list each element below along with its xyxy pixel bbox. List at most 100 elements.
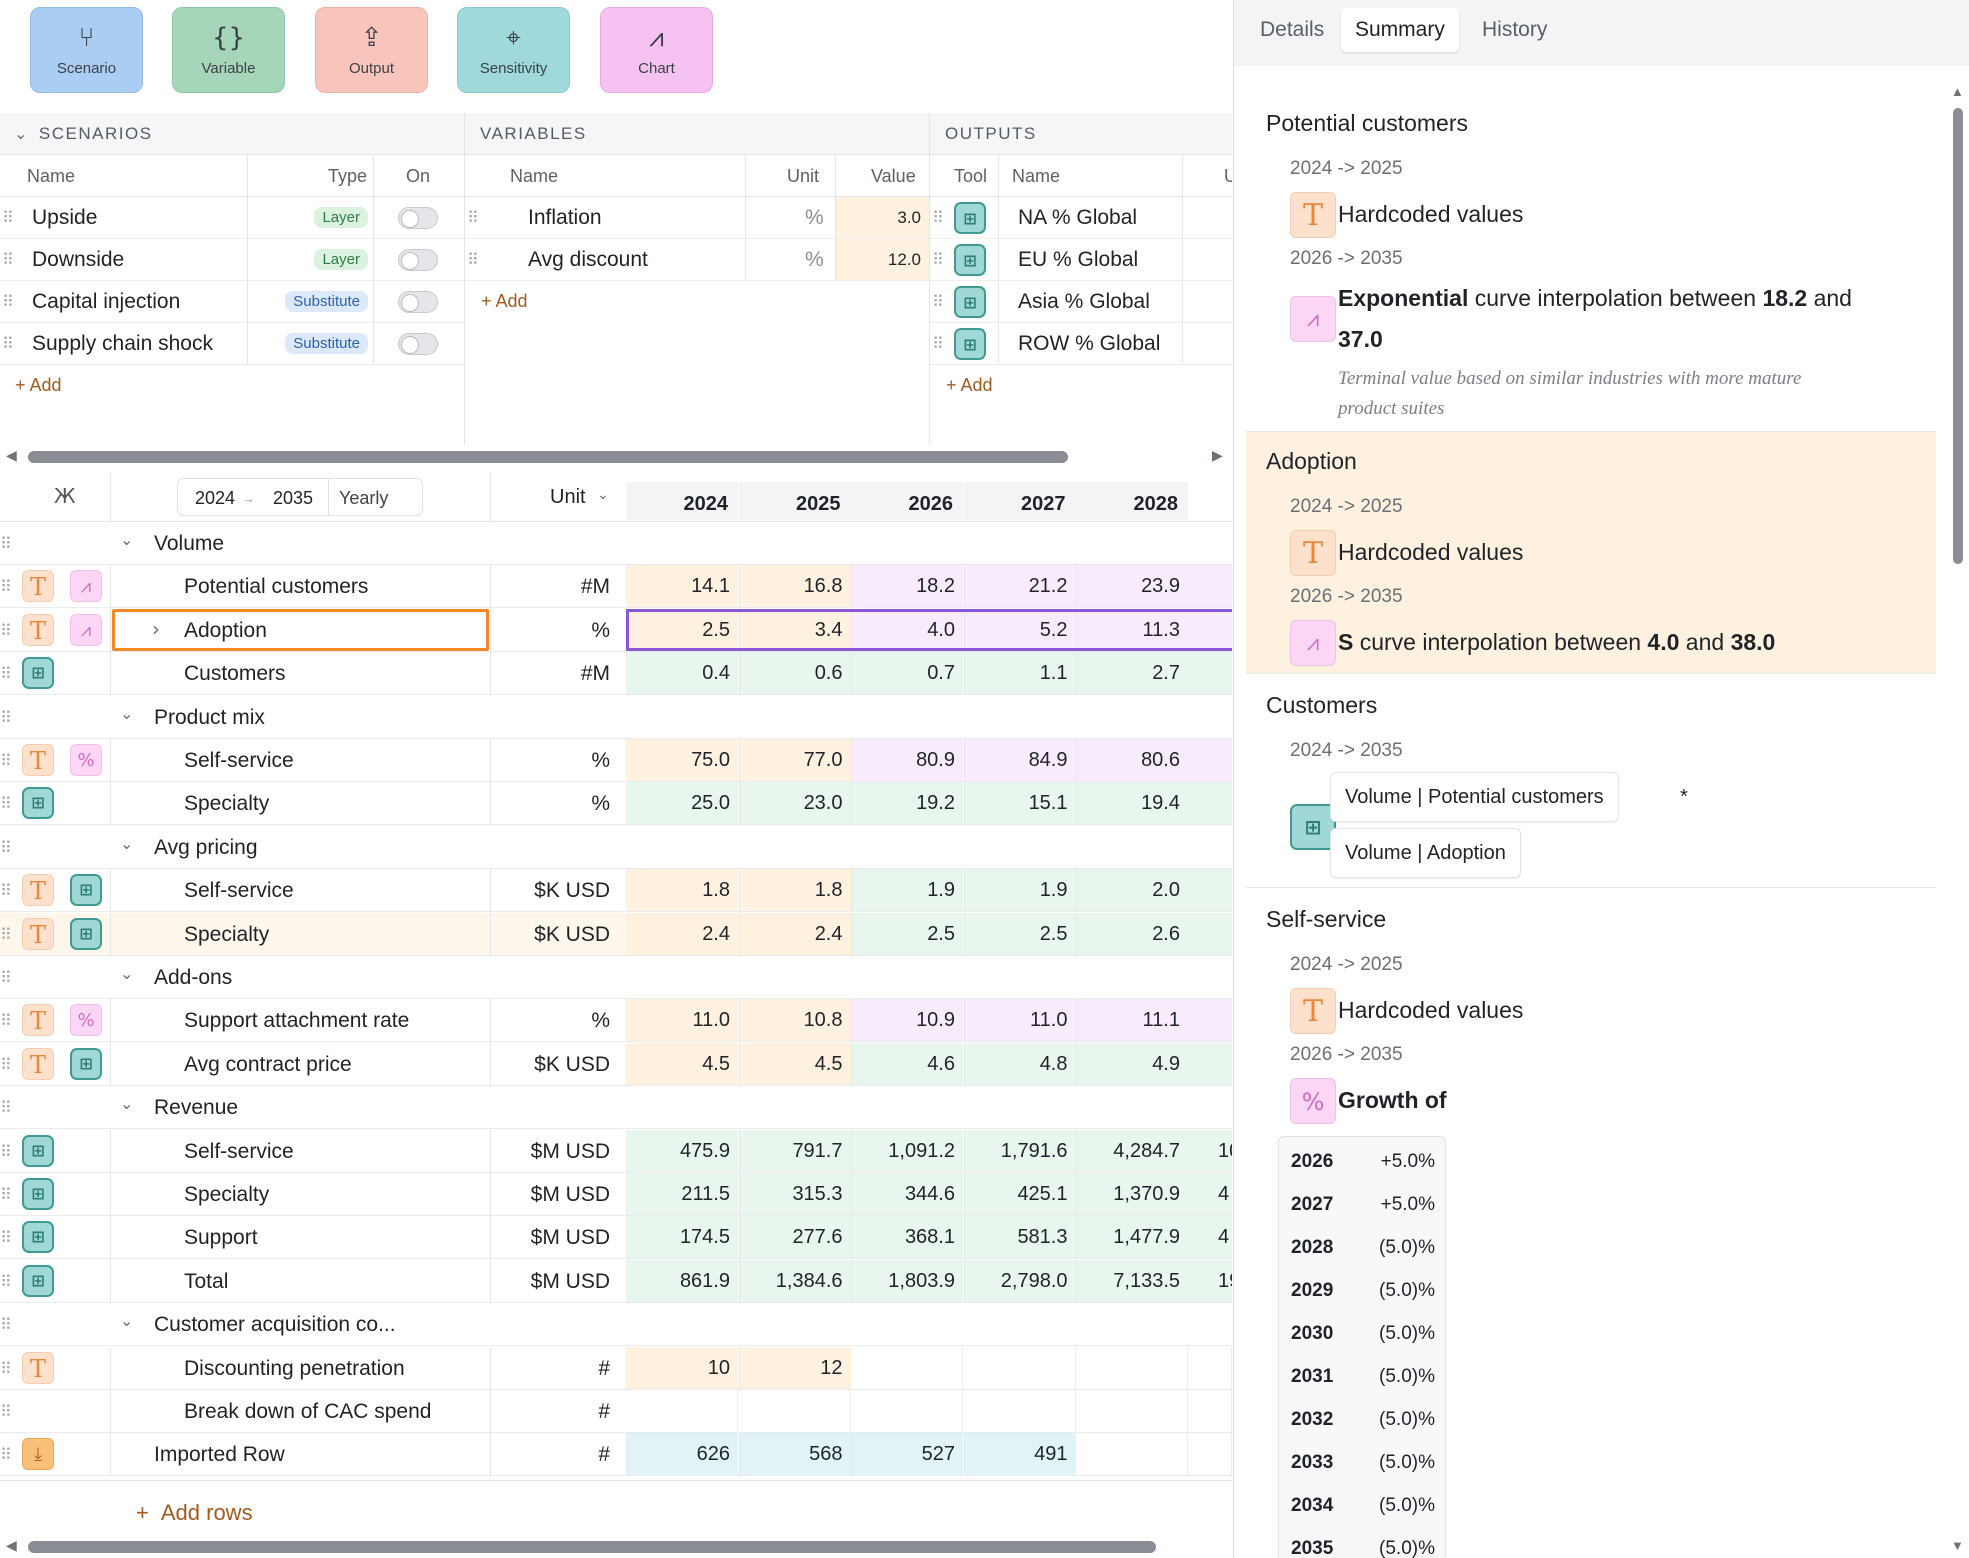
- value-cell[interactable]: 12: [738, 1346, 851, 1389]
- scrollbar-thumb[interactable]: [1953, 108, 1963, 564]
- calculator-icon[interactable]: ⊞: [70, 917, 102, 950]
- drag-handle-icon[interactable]: ⠿: [2, 334, 14, 353]
- drag-handle-icon[interactable]: ⠿: [0, 1054, 12, 1074]
- value-cell[interactable]: 4.8: [963, 1042, 1076, 1085]
- chart-button[interactable]: ⩘ Chart: [600, 7, 713, 93]
- row-label[interactable]: Customers: [184, 662, 286, 686]
- sensitivity-button[interactable]: ⌖ Sensitivity: [457, 7, 570, 93]
- value-cell[interactable]: 4.5: [738, 1042, 851, 1085]
- value-cell[interactable]: 23.9: [1076, 565, 1188, 608]
- hardcoded-icon[interactable]: T: [22, 917, 54, 950]
- row-label[interactable]: Self-service: [184, 1139, 294, 1163]
- calculator-icon[interactable]: ⊞: [70, 1047, 102, 1080]
- drag-handle-icon[interactable]: ⠿: [0, 751, 12, 770]
- value-cell[interactable]: [1076, 1433, 1188, 1476]
- value-cell-clipped[interactable]: 4: [1188, 1173, 1232, 1215]
- value-cell[interactable]: 19.4: [1076, 782, 1188, 825]
- drag-handle-icon[interactable]: ⠿: [0, 1098, 12, 1118]
- scenario-toggle[interactable]: [398, 249, 438, 271]
- value-cell[interactable]: 1.1: [963, 652, 1076, 695]
- value-cell[interactable]: 2.5: [851, 912, 963, 955]
- chevron-right-icon[interactable]: ›: [152, 616, 160, 641]
- chevron-down-icon[interactable]: ⌄: [120, 1094, 134, 1114]
- value-cell[interactable]: 0.4: [626, 652, 738, 695]
- drag-handle-icon[interactable]: ⠿: [0, 1185, 12, 1204]
- value-cell[interactable]: 344.6: [851, 1173, 963, 1215]
- year-column-header[interactable]: 2025: [738, 482, 851, 520]
- hardcoded-icon[interactable]: T: [22, 874, 54, 907]
- value-cell[interactable]: 4.9: [1076, 1042, 1188, 1085]
- date-range-selector[interactable]: 2024 → 2035 Yearly: [177, 478, 423, 516]
- scroll-right-icon[interactable]: ▶: [1212, 447, 1223, 463]
- value-cell[interactable]: 1.9: [851, 869, 963, 912]
- output-name[interactable]: ROW % Global: [1018, 332, 1161, 355]
- value-cell[interactable]: 4.5: [626, 1042, 738, 1085]
- drag-handle-icon[interactable]: ⠿: [0, 707, 12, 727]
- value-cell-clipped[interactable]: [1188, 1346, 1232, 1389]
- value-cell[interactable]: [626, 1390, 738, 1432]
- value-cell[interactable]: 11.0: [963, 999, 1076, 1042]
- calculator-icon[interactable]: ⊞: [22, 787, 54, 820]
- value-cell[interactable]: 11.1: [1076, 999, 1188, 1042]
- table-row[interactable]: ⠿ T ⊞ Self-service $K USD 1.8 1.8 1.9 1.9 2.0: [0, 869, 1232, 913]
- value-cell[interactable]: 23.0: [738, 782, 851, 825]
- calculator-icon[interactable]: ⊞: [22, 1221, 54, 1254]
- drag-handle-icon[interactable]: ⠿: [932, 334, 944, 353]
- collapse-all-icon[interactable]: Ж: [54, 484, 76, 508]
- scenario-name[interactable]: Supply chain shock: [32, 332, 213, 355]
- value-cell[interactable]: 2.4: [626, 912, 738, 955]
- calculator-icon[interactable]: ⊞: [70, 874, 102, 907]
- value-cell[interactable]: 4,284.7: [1076, 1129, 1188, 1172]
- drag-handle-icon[interactable]: ⠿: [0, 794, 12, 814]
- value-cell[interactable]: 18.2: [851, 565, 963, 608]
- drag-handle-icon[interactable]: ⠿: [2, 208, 14, 227]
- value-cell[interactable]: 77.0: [738, 739, 851, 781]
- row-label[interactable]: Break down of CAC spend: [184, 1400, 432, 1423]
- value-cell[interactable]: 2.6: [1076, 912, 1188, 955]
- row-label[interactable]: Avg contract price: [184, 1052, 352, 1076]
- scenario-toggle[interactable]: [398, 291, 438, 313]
- value-cell[interactable]: 2.7: [1076, 652, 1188, 695]
- drag-handle-icon[interactable]: ⠿: [0, 837, 12, 857]
- output-row[interactable]: ⠿ ⊞ Asia % Global: [930, 281, 1232, 323]
- table-row[interactable]: ⠿ ⊞ Self-service $M USD 475.9 791.7 1,091.2 1,7…: [0, 1129, 1232, 1173]
- add-rows-button[interactable]: + Add rows: [136, 1500, 253, 1526]
- scenario-toggle[interactable]: [398, 207, 438, 229]
- value-cell[interactable]: [963, 1346, 1076, 1389]
- value-cell[interactable]: 3.4: [738, 608, 851, 651]
- value-cell[interactable]: 626: [626, 1433, 738, 1476]
- value-cell-clipped[interactable]: [1188, 999, 1232, 1042]
- row-label[interactable]: Discounting penetration: [184, 1356, 405, 1380]
- value-cell[interactable]: 2.0: [1076, 869, 1188, 912]
- value-cell[interactable]: 568: [738, 1433, 851, 1476]
- range-start[interactable]: 2024: [195, 488, 236, 508]
- drag-handle-icon[interactable]: ⠿: [0, 1141, 12, 1161]
- row-label[interactable]: Potential customers: [184, 575, 369, 599]
- variable-row[interactable]: ⠿ Inflation% 3.0: [465, 197, 929, 239]
- chevron-down-icon[interactable]: ⌄: [120, 1311, 134, 1331]
- value-cell[interactable]: [851, 1390, 963, 1432]
- group-row[interactable]: ⠿ ⌄ Product mix: [0, 696, 1232, 739]
- value-cell[interactable]: 19.2: [851, 782, 963, 825]
- drag-handle-icon[interactable]: ⠿: [0, 968, 12, 987]
- hardcoded-icon[interactable]: T: [22, 570, 54, 603]
- group-row[interactable]: ⠿ ⌄ Add-ons: [0, 956, 1232, 999]
- output-name[interactable]: Asia % Global: [1018, 290, 1150, 313]
- value-cell-clipped[interactable]: [1188, 912, 1232, 955]
- value-cell-clipped[interactable]: [1188, 869, 1232, 912]
- table-row[interactable]: ⠿ Break down of CAC spend #: [0, 1390, 1232, 1433]
- grid-horizontal-scrollbar[interactable]: ◀: [0, 1536, 1232, 1558]
- value-cell[interactable]: 1,091.2: [851, 1129, 963, 1172]
- scroll-up-icon[interactable]: ▲: [1951, 84, 1964, 99]
- value-cell[interactable]: 2.5: [626, 608, 738, 651]
- drag-handle-icon[interactable]: ⠿: [0, 1011, 12, 1031]
- add-scenario-button[interactable]: + Add: [15, 375, 62, 395]
- value-cell-clipped[interactable]: [1188, 782, 1232, 825]
- row-label[interactable]: Support: [184, 1226, 258, 1250]
- value-cell[interactable]: 11.0: [626, 999, 738, 1042]
- drag-handle-icon[interactable]: ⠿: [467, 208, 479, 227]
- drag-handle-icon[interactable]: ⠿: [932, 292, 944, 311]
- table-row[interactable]: ⠿ T Discounting penetration #10 12: [0, 1346, 1232, 1390]
- value-cell[interactable]: 1.8: [626, 869, 738, 912]
- value-cell[interactable]: 80.9: [851, 739, 963, 781]
